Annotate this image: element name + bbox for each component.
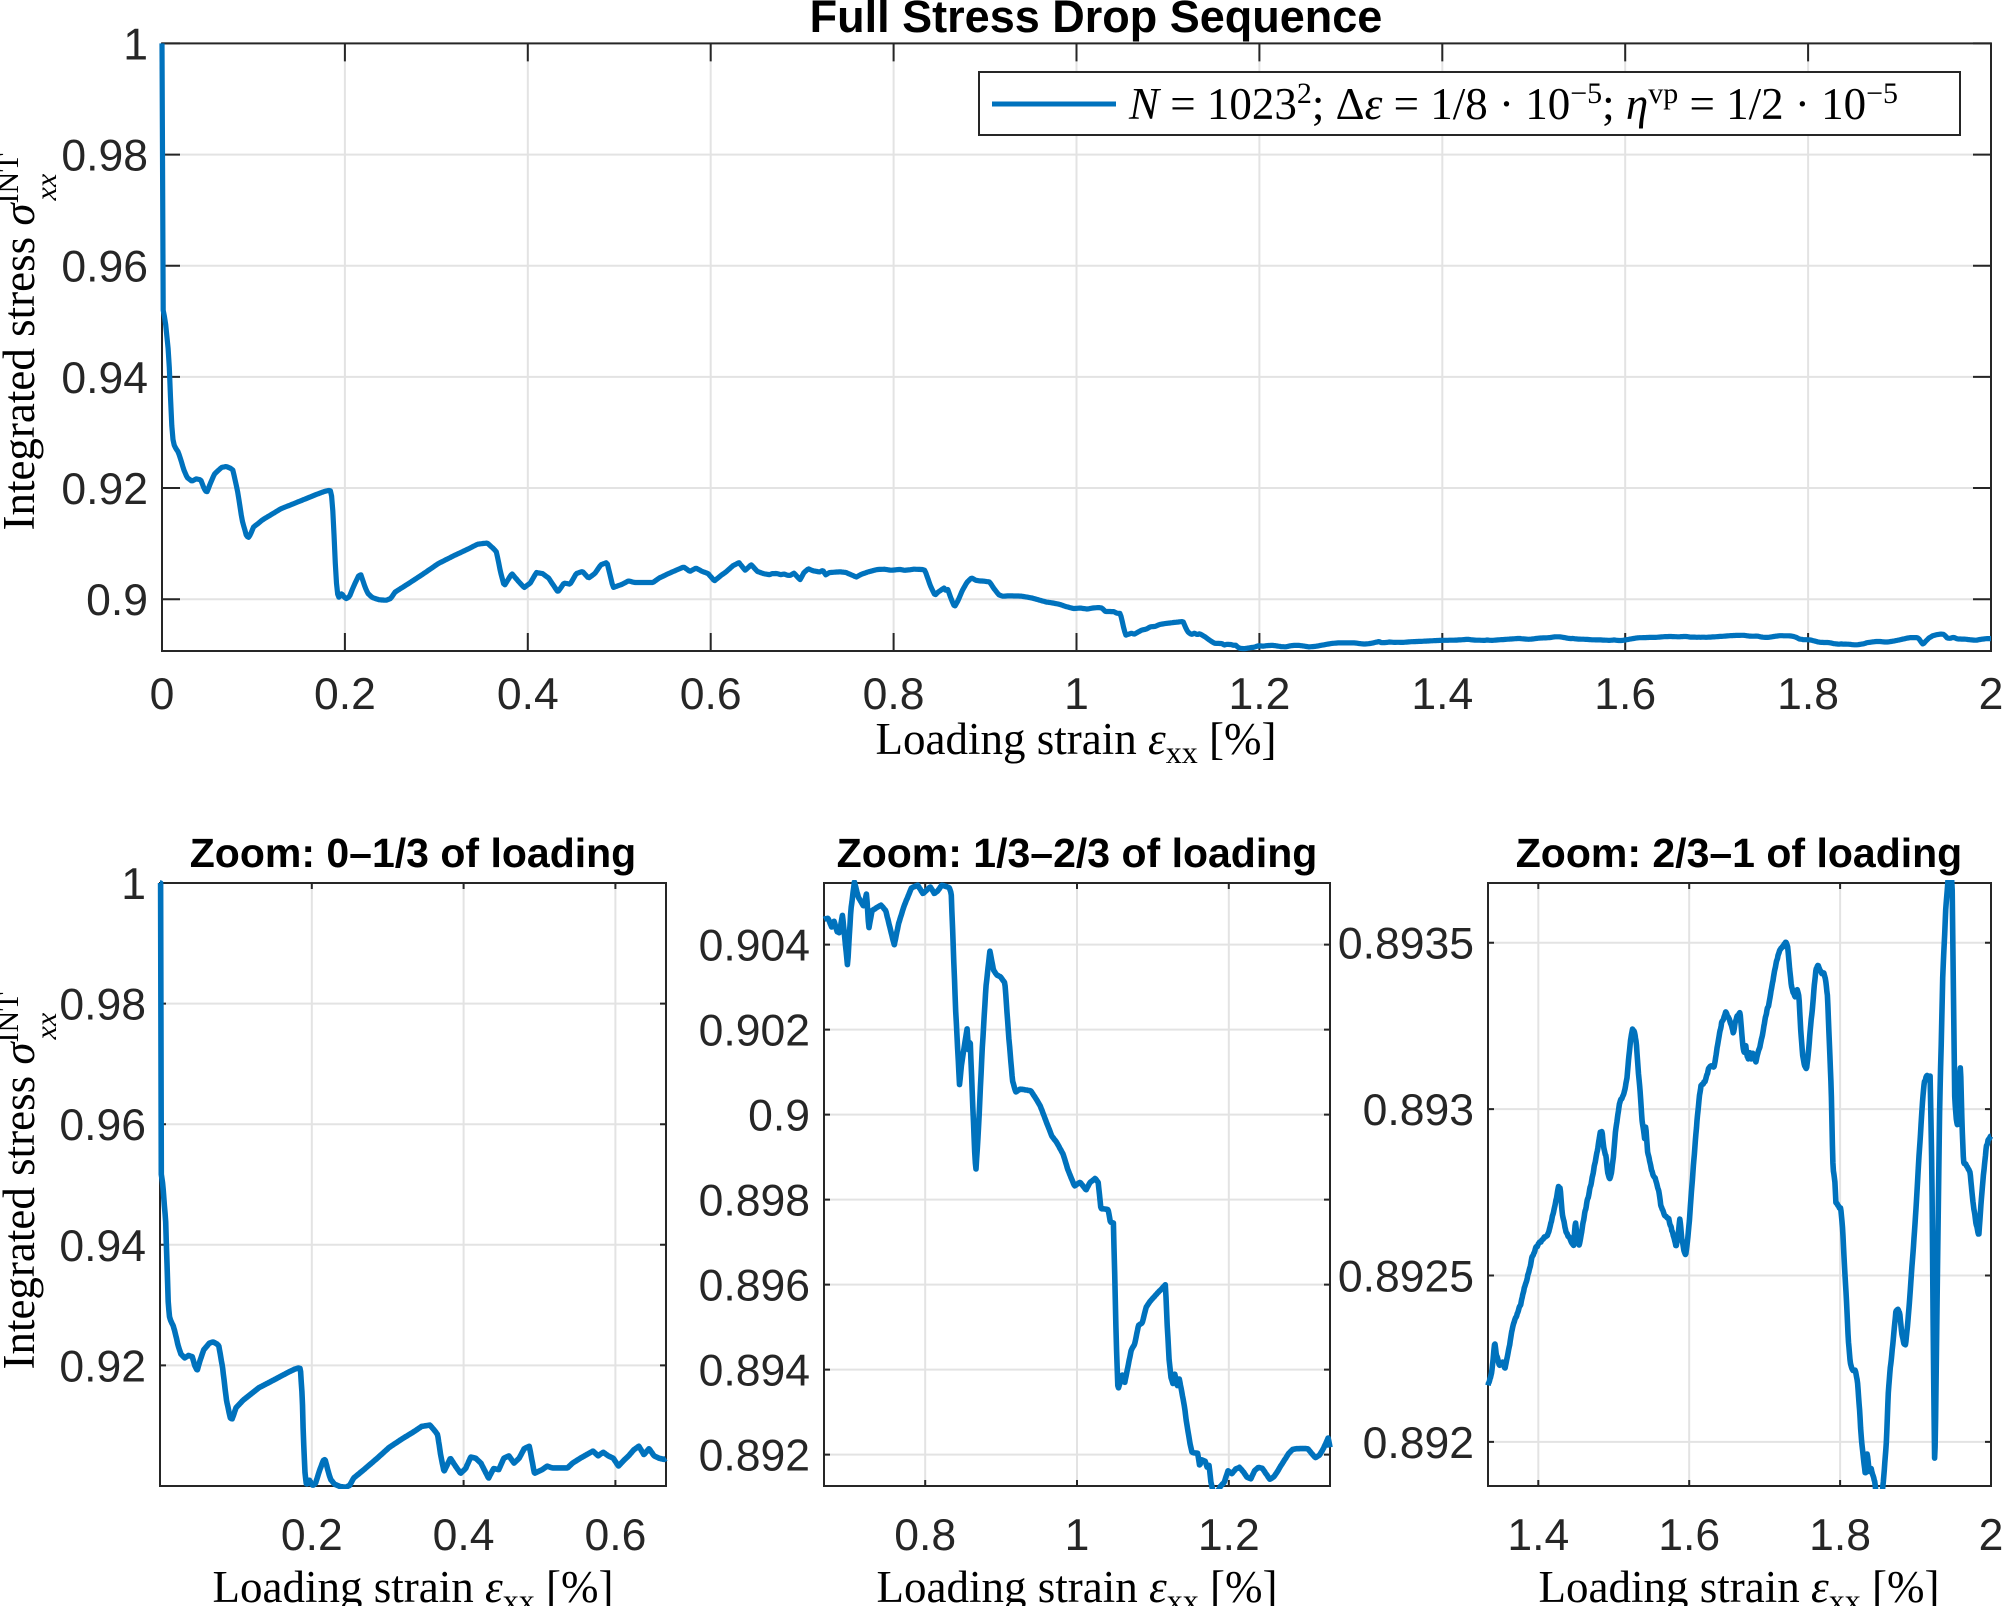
svg-text:0.8: 0.8 (863, 670, 925, 719)
svg-text:1: 1 (121, 860, 146, 909)
svg-text:1: 1 (1065, 1511, 1090, 1560)
svg-text:Loading strain εxx [%]: Loading strain εxx [%] (877, 1562, 1278, 1606)
svg-text:Loading strain εxx [%]: Loading strain εxx [%] (213, 1562, 614, 1606)
svg-text:1.2: 1.2 (1228, 670, 1290, 719)
svg-text:0: 0 (150, 670, 175, 719)
svg-text:N = 10232; Δε = 1/8 · 10−5;: N = 10232; Δε = 1/8 · 10−5; ηvp = 1/2 · … (1128, 77, 1898, 129)
svg-text:1.8: 1.8 (1777, 670, 1839, 719)
svg-text:1.4: 1.4 (1507, 1511, 1569, 1560)
svg-text:0.6: 0.6 (680, 670, 742, 719)
svg-text:0.9: 0.9 (86, 576, 148, 625)
svg-text:0.8: 0.8 (894, 1511, 956, 1560)
svg-text:0.896: 0.896 (699, 1262, 810, 1311)
svg-text:1: 1 (123, 20, 148, 69)
svg-text:1: 1 (1064, 670, 1089, 719)
svg-text:0.902: 0.902 (699, 1007, 810, 1056)
svg-text:Zoom: 1/3–2/3 of loading: Zoom: 1/3–2/3 of loading (837, 830, 1318, 876)
svg-text:0.92: 0.92 (61, 465, 148, 514)
svg-text:0.2: 0.2 (281, 1511, 343, 1560)
svg-text:0.98: 0.98 (59, 981, 146, 1030)
svg-text:0.8935: 0.8935 (1338, 920, 1474, 969)
svg-text:0.94: 0.94 (61, 354, 148, 403)
svg-text:0.96: 0.96 (61, 243, 148, 292)
svg-text:0.893: 0.893 (1363, 1086, 1474, 1135)
svg-text:1.2: 1.2 (1198, 1511, 1260, 1560)
svg-text:0.4: 0.4 (497, 670, 559, 719)
svg-text:Zoom: 2/3–1 of loading: Zoom: 2/3–1 of loading (1516, 830, 1962, 876)
svg-text:2: 2 (1979, 670, 2002, 719)
svg-text:0.892: 0.892 (1363, 1419, 1474, 1468)
svg-text:1.8: 1.8 (1809, 1511, 1871, 1560)
svg-text:Loading strain εxx [%]: Loading strain εxx [%] (1539, 1562, 1940, 1606)
svg-text:Zoom: 0–1/3 of loading: Zoom: 0–1/3 of loading (190, 830, 636, 876)
svg-text:0.894: 0.894 (699, 1347, 810, 1396)
svg-text:0.9: 0.9 (748, 1092, 810, 1141)
svg-text:0.92: 0.92 (59, 1342, 146, 1391)
svg-text:0.892: 0.892 (699, 1432, 810, 1481)
svg-text:Loading strain εxx [%]: Loading strain εxx [%] (876, 714, 1277, 770)
svg-text:0.96: 0.96 (59, 1101, 146, 1150)
svg-text:Full Stress Drop Sequence: Full Stress Drop Sequence (810, 0, 1383, 42)
svg-text:1.6: 1.6 (1658, 1511, 1720, 1560)
svg-text:0.4: 0.4 (433, 1511, 495, 1560)
svg-text:1.6: 1.6 (1594, 670, 1656, 719)
svg-text:0.94: 0.94 (59, 1222, 146, 1271)
svg-text:0.98: 0.98 (61, 132, 148, 181)
svg-text:0.904: 0.904 (699, 922, 810, 971)
svg-text:0.2: 0.2 (314, 670, 376, 719)
svg-text:2: 2 (1979, 1511, 2002, 1560)
svg-text:1.4: 1.4 (1411, 670, 1473, 719)
svg-text:0.898: 0.898 (699, 1177, 810, 1226)
svg-text:0.8925: 0.8925 (1338, 1253, 1474, 1302)
svg-text:0.6: 0.6 (584, 1511, 646, 1560)
